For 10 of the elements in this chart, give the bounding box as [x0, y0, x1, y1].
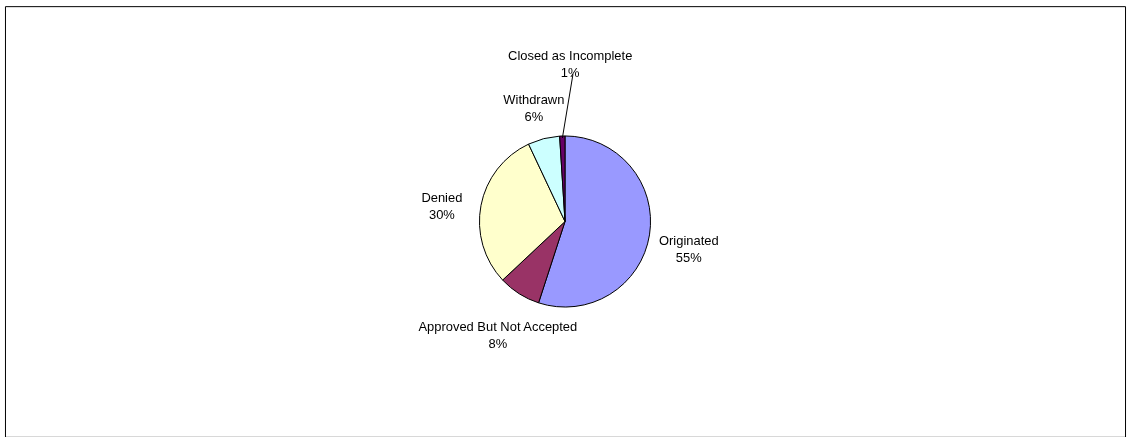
- data-label: 1%: [560, 65, 581, 81]
- data-label: 55%: [675, 250, 703, 265]
- slice-label: Withdrawn: [503, 92, 565, 108]
- slice-label: Closed as Incomplete: [508, 48, 633, 64]
- data-label: 30%: [428, 206, 456, 222]
- slice-label: Approved But Not Accepted: [418, 319, 578, 335]
- slice-label: Denied: [421, 189, 463, 205]
- data-label: 8%: [488, 336, 508, 352]
- slice-label: Originated: [658, 233, 719, 249]
- data-label: 6%: [524, 108, 544, 124]
